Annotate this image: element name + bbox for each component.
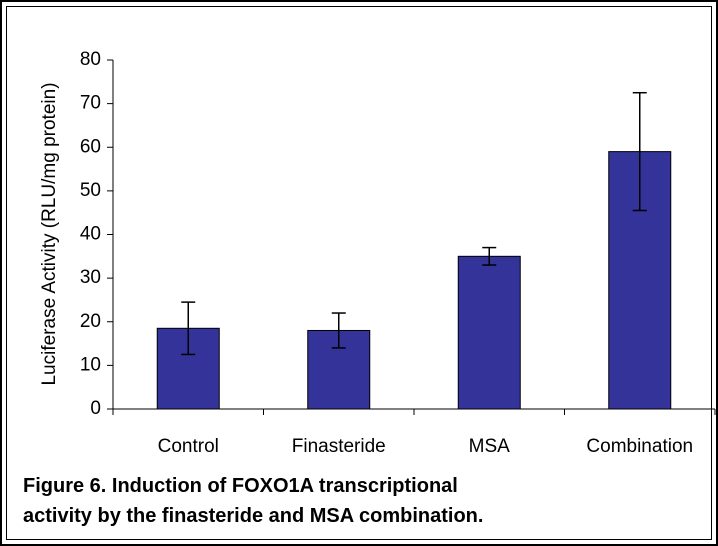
x-tick-label: Control — [158, 436, 219, 457]
y-tick-label: 0 — [90, 398, 101, 419]
y-tick-label: 50 — [80, 180, 101, 201]
bar — [457, 255, 521, 410]
inner-border — [6, 6, 712, 540]
caption-line: Figure 6. Induction of FOXO1A transcript… — [23, 475, 458, 497]
x-tick-label: MSA — [469, 436, 511, 457]
y-tick-label: 40 — [80, 224, 101, 245]
y-tick-label: 20 — [80, 311, 101, 332]
y-axis-label: Luciferase Activity (RLU/mg protein) — [39, 82, 60, 385]
y-tick-label: 60 — [80, 136, 101, 157]
y-tick-label: 10 — [80, 354, 101, 375]
x-tick-label: Combination — [586, 436, 693, 457]
x-tick-label: Finasteride — [292, 436, 386, 457]
y-tick-label: 80 — [80, 49, 101, 70]
y-tick-label: 70 — [80, 93, 101, 114]
caption-line: activity by the finasteride and MSA comb… — [23, 505, 483, 527]
y-tick-label: 30 — [80, 267, 101, 288]
